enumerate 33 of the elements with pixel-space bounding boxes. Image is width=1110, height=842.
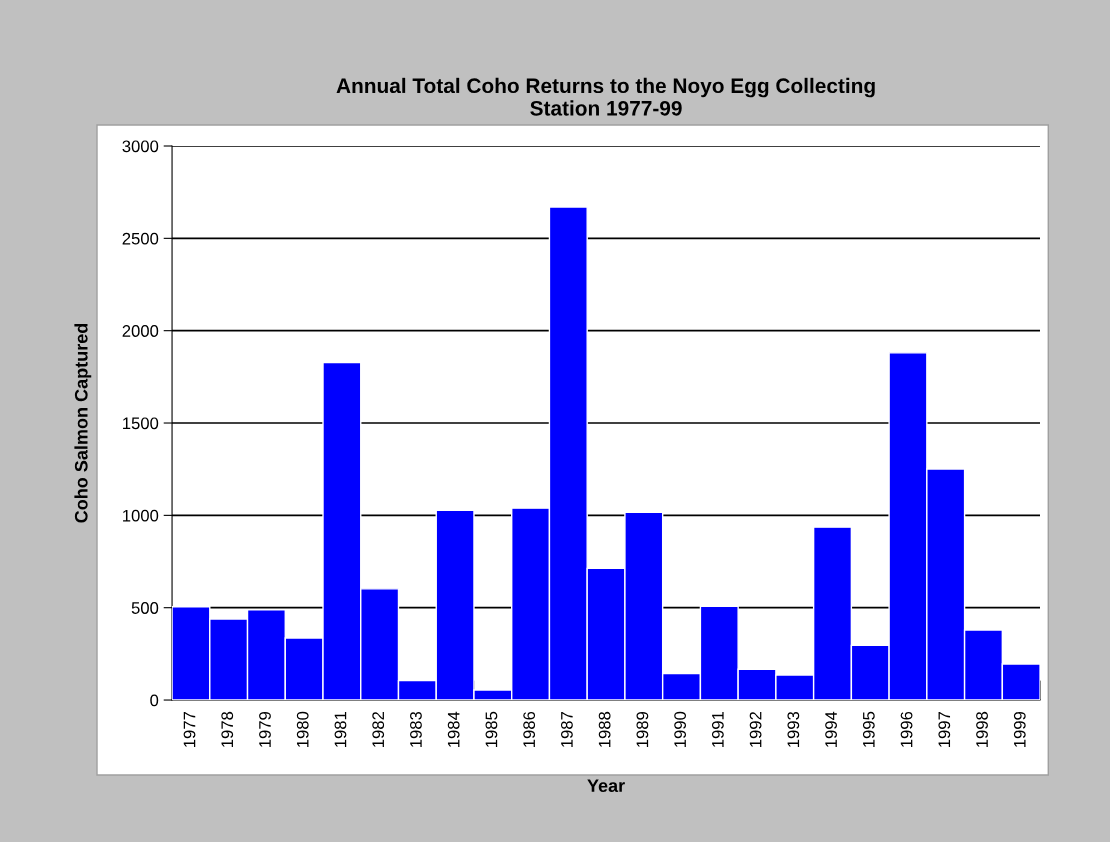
y-tick-label: 1000 [123,509,159,522]
x-axis-title: Year [587,779,625,793]
x-tick-label: 1980 [296,711,309,747]
x-tick-label: 1987 [560,711,573,747]
x-tick-label: 1999 [1013,711,1026,747]
x-tick-label: 1984 [447,711,460,747]
x-tick-label: 1977 [183,711,196,747]
x-tick-label: 1979 [259,711,271,747]
x-tick-label: 1981 [334,711,347,747]
x-tick-label: 1982 [372,711,385,747]
x-tick-label: 1998 [976,711,988,747]
y-tick-label: 1500 [123,417,159,430]
x-tick-label: 1992 [749,711,762,747]
x-tick-label: 1991 [711,711,724,747]
x-tick-label: 1993 [787,711,800,747]
x-tick-label: 1978 [221,711,234,747]
x-tick-label: 1983 [410,711,422,747]
x-tick-label: 1997 [938,711,951,747]
x-tick-label: 1995 [862,711,875,747]
x-tick-label: 1994 [825,711,837,747]
y-tick-label: 2000 [122,325,159,337]
x-tick-label: 1988 [598,711,611,747]
y-tick-label: 0 [150,694,159,707]
x-tick-label: 1996 [900,711,913,747]
x-tick-label: 1985 [485,711,498,747]
x-tick-label: 1989 [636,711,649,747]
y-tick-label: 2500 [122,232,159,245]
chart-title: Annual Total Coho Returns to the Noyo Egg Collecting Station 1977-99 [336,77,875,116]
y-tick-label: 3000 [122,140,159,153]
x-tick-label: 1990 [674,711,687,747]
y-tick-label: 500 [131,602,159,614]
y-axis-title: Coho Salmon Captured [74,323,92,523]
x-tick-label: 1986 [523,711,536,747]
